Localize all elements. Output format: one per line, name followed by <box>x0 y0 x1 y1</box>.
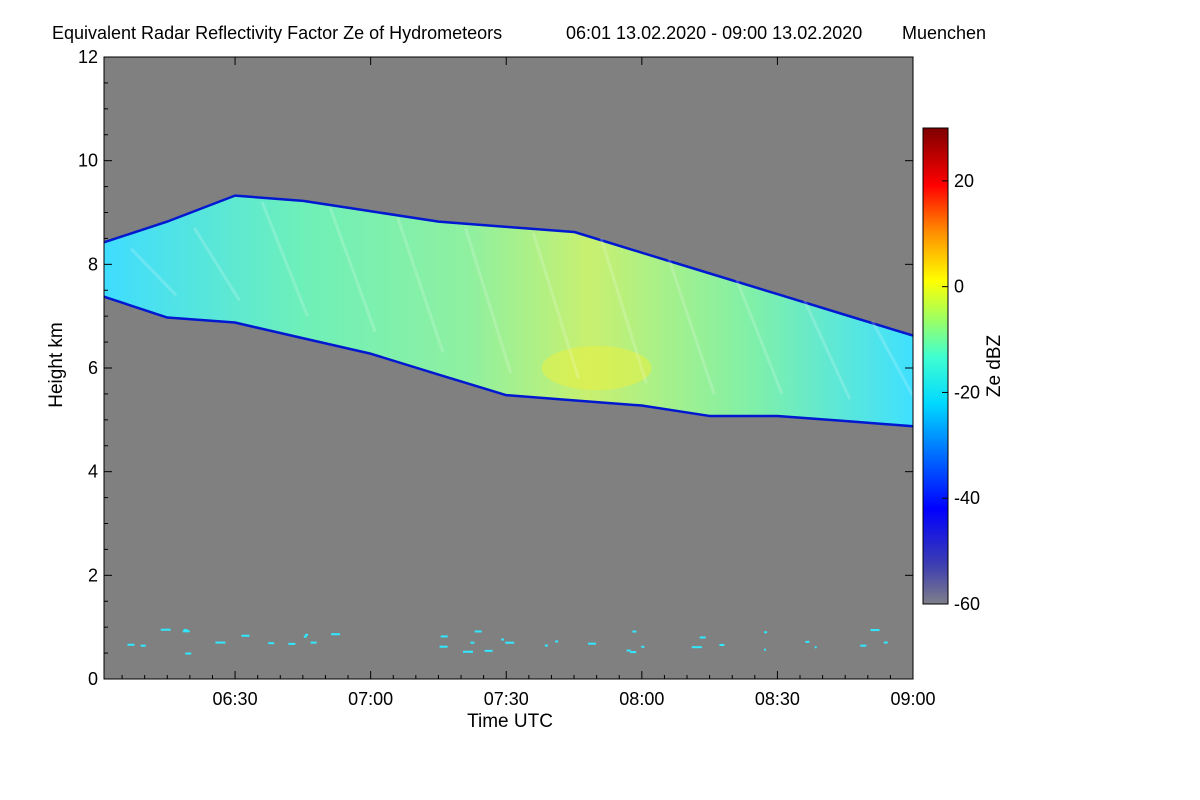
y-tick-label: 8 <box>88 254 98 274</box>
title-location: Muenchen <box>902 23 986 43</box>
speckle <box>470 641 475 644</box>
fall-streak <box>803 299 852 400</box>
fall-streak <box>599 237 648 384</box>
speckle <box>805 640 810 643</box>
colorbar-ticks: -60 -40 -20 0 20 <box>942 171 980 614</box>
speckle <box>462 650 473 653</box>
fall-streak <box>667 258 716 395</box>
max-reflectivity-core <box>541 346 652 390</box>
fall-streak <box>193 227 241 302</box>
y-tick-label: 10 <box>78 151 98 171</box>
speckle <box>544 644 548 647</box>
colorbar <box>922 127 949 605</box>
speckle <box>140 644 146 647</box>
x-tick-label: 06:30 <box>213 689 258 709</box>
fall-streak <box>531 232 580 379</box>
speckle <box>440 635 448 638</box>
speckle <box>501 638 505 641</box>
colorbar-tick-label: 0 <box>954 277 964 297</box>
colorbar-tick-label: -40 <box>954 488 980 508</box>
y-tick-label: 6 <box>88 358 98 378</box>
speckle <box>288 642 296 645</box>
speckle <box>764 631 768 634</box>
speckle <box>860 644 867 647</box>
x-axis-label: Time UTC <box>467 711 553 732</box>
speckle <box>870 629 880 632</box>
fall-streak <box>871 320 913 400</box>
speckle <box>331 633 341 636</box>
y-tick-label: 0 <box>88 669 98 689</box>
speckle <box>185 652 192 655</box>
speckle <box>215 641 226 644</box>
colorbar-tick-label: 20 <box>954 171 974 191</box>
speckle <box>699 636 706 639</box>
y-axis-label: Height km <box>46 322 67 408</box>
speckle <box>632 630 637 633</box>
colorbar-tick-label: -60 <box>954 594 980 614</box>
x-tick-label: 08:00 <box>619 689 664 709</box>
speckle <box>641 645 645 648</box>
speckle <box>268 642 275 645</box>
speckle <box>691 646 702 649</box>
speckle <box>127 643 135 646</box>
x-tick-label: 09:00 <box>890 689 935 709</box>
fall-streak <box>260 201 309 317</box>
speckle <box>763 648 766 651</box>
title-period: 06:01 13.02.2020 - 09:00 13.02.2020 <box>566 23 862 43</box>
speckle <box>439 645 448 648</box>
title-main: Equivalent Radar Reflectivity Factor Ze … <box>52 23 502 43</box>
speckle <box>474 630 482 633</box>
fall-streak <box>464 227 513 374</box>
y-tick-label: 2 <box>88 565 98 585</box>
x-tick-label: 07:30 <box>484 689 529 709</box>
speckle <box>303 635 307 638</box>
x-tick-label: 08:30 <box>755 689 800 709</box>
y-axis: 0 2 4 6 8 10 12 <box>78 47 913 689</box>
fall-streak <box>130 247 178 297</box>
speckle <box>814 646 817 649</box>
y-tick-label: 4 <box>88 462 98 482</box>
colorbar-tick-label: -20 <box>954 382 980 402</box>
speckle <box>310 641 317 644</box>
fall-streak <box>328 206 377 333</box>
speckle <box>555 640 559 643</box>
fall-streak <box>735 279 784 395</box>
x-axis: 06:30 07:00 07:30 08:00 08:30 09:00 <box>121 57 936 709</box>
speckle <box>241 634 250 637</box>
speckle <box>183 629 188 632</box>
cloud-layer <box>104 194 913 428</box>
fall-streak <box>396 217 445 353</box>
cloud-body <box>104 196 913 425</box>
speckle <box>484 649 493 652</box>
speckle <box>626 649 631 652</box>
speckle <box>883 641 888 644</box>
y-tick-label: 12 <box>78 47 98 67</box>
low-level-speckles <box>127 628 888 655</box>
speckle <box>160 628 171 631</box>
speckle <box>630 651 637 654</box>
speckle <box>719 643 725 646</box>
speckle <box>182 630 190 633</box>
speckle <box>505 641 515 644</box>
speckle <box>305 633 309 636</box>
speckle <box>588 642 597 645</box>
chart-title: Equivalent Radar Reflectivity Factor Ze … <box>52 23 986 43</box>
colorbar-label: Ze dBZ <box>984 334 1005 397</box>
x-tick-label: 07:00 <box>348 689 393 709</box>
